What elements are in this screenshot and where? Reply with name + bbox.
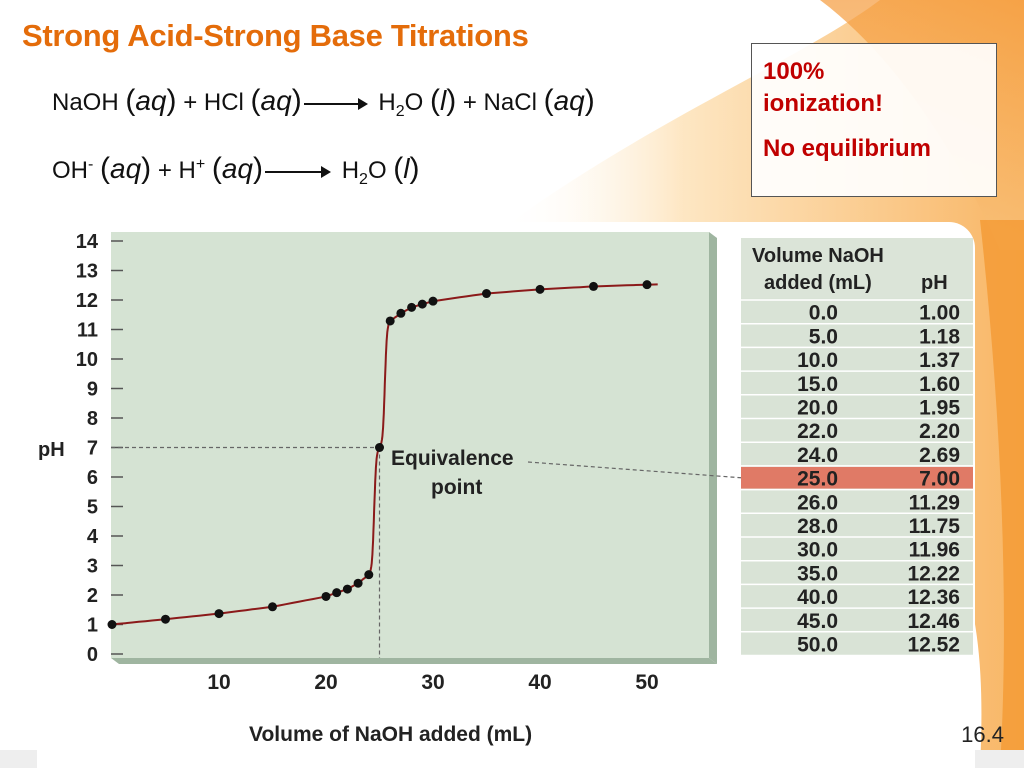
table-cell-volume: 15.0 bbox=[797, 373, 838, 396]
data-point bbox=[428, 296, 438, 306]
table-cell-ph: 12.22 bbox=[907, 562, 960, 585]
y-tick-label: 4 bbox=[87, 526, 99, 548]
data-point bbox=[535, 284, 545, 294]
data-point bbox=[642, 280, 652, 290]
note-ionization: ionization! bbox=[763, 90, 883, 117]
data-point bbox=[482, 289, 491, 299]
y-tick-label: 13 bbox=[76, 261, 98, 283]
y-tick-label: 0 bbox=[87, 644, 98, 666]
y-tick-label: 5 bbox=[87, 497, 98, 519]
table-cell-volume: 30.0 bbox=[797, 539, 838, 562]
reaction-arrow bbox=[303, 97, 368, 110]
table-cell-ph: 11.29 bbox=[909, 491, 960, 514]
table-cell-ph: 7.00 bbox=[919, 468, 960, 491]
reaction-arrow bbox=[265, 165, 332, 178]
table-cell-ph: 1.60 bbox=[919, 373, 960, 396]
y-tick-label: 2 bbox=[87, 585, 98, 607]
table-cell-volume: 35.0 bbox=[797, 562, 838, 585]
table-cell-ph: 1.95 bbox=[919, 397, 960, 420]
table-cell-volume: 26.0 bbox=[797, 491, 838, 514]
table-cell-volume: 10.0 bbox=[797, 349, 838, 372]
table-cell-ph: 2.20 bbox=[919, 420, 960, 443]
table-background bbox=[741, 238, 973, 656]
y-tick-label: 8 bbox=[87, 408, 98, 430]
table-header-bg bbox=[741, 238, 973, 298]
table-cell-volume: 28.0 bbox=[797, 515, 838, 538]
data-point bbox=[589, 281, 598, 291]
equivalence-label: point bbox=[431, 476, 482, 499]
data-point bbox=[321, 591, 331, 601]
x-tick-label: 10 bbox=[207, 671, 230, 694]
y-tick-label: 11 bbox=[77, 320, 98, 342]
y-tick-label: 6 bbox=[87, 467, 98, 489]
data-point bbox=[353, 578, 363, 588]
y-tick-label: 3 bbox=[87, 556, 98, 578]
data-point bbox=[417, 299, 427, 309]
data-point bbox=[375, 443, 384, 452]
table-cell-ph: 11.96 bbox=[909, 539, 960, 562]
table-header: pH bbox=[921, 272, 948, 294]
note-no-equilibrium: No equilibrium bbox=[763, 135, 931, 162]
page-number: 16.4 bbox=[961, 722, 1004, 747]
y-tick-label: 14 bbox=[76, 231, 99, 253]
y-axis-label: pH bbox=[38, 439, 65, 461]
y-tick-label: 10 bbox=[76, 349, 98, 371]
y-tick-label: 9 bbox=[87, 379, 98, 401]
table-cell-ph: 12.46 bbox=[907, 610, 960, 633]
x-axis-label: Volume of NaOH added (mL) bbox=[249, 723, 532, 746]
table-header: added (mL) bbox=[764, 272, 872, 294]
ionization-note-box: 100% ionization! No equilibrium bbox=[751, 43, 997, 197]
table-cell-ph: 1.18 bbox=[919, 325, 960, 348]
table-cell-volume: 22.0 bbox=[797, 420, 838, 443]
table-header: Volume NaOH bbox=[752, 245, 884, 267]
table-cell-volume: 24.0 bbox=[797, 444, 838, 467]
table-cell-volume: 45.0 bbox=[797, 610, 838, 633]
data-point bbox=[214, 609, 224, 619]
table-cell-ph: 2.69 bbox=[919, 444, 960, 467]
data-point bbox=[364, 570, 374, 580]
table-cell-volume: 50.0 bbox=[797, 634, 838, 657]
data-point bbox=[161, 614, 170, 624]
x-tick-label: 30 bbox=[421, 671, 444, 694]
table-cell-ph: 12.36 bbox=[907, 586, 960, 609]
data-point bbox=[107, 620, 117, 629]
data-point bbox=[342, 584, 352, 594]
table-highlight-row bbox=[741, 466, 973, 489]
y-tick-label: 7 bbox=[87, 438, 98, 460]
x-tick-label: 40 bbox=[528, 671, 551, 694]
equation-full: NaOH (aq) + HCl (aq) H2O (l) + NaCl (aq) bbox=[52, 84, 595, 120]
table-cell-volume: 20.0 bbox=[797, 397, 838, 420]
y-tick-label: 1 bbox=[87, 615, 98, 637]
table-cell-ph: 1.00 bbox=[919, 302, 960, 325]
table-cell-volume: 40.0 bbox=[797, 586, 838, 609]
y-tick-label: 12 bbox=[76, 290, 98, 312]
equivalence-table-connector bbox=[527, 461, 742, 479]
x-tick-label: 50 bbox=[635, 671, 658, 694]
table-cell-volume: 5.0 bbox=[809, 325, 838, 348]
data-point bbox=[268, 602, 277, 612]
table-cell-volume: 0.0 bbox=[809, 302, 838, 325]
data-point bbox=[396, 308, 406, 318]
data-point bbox=[385, 316, 395, 326]
table-cell-ph: 12.52 bbox=[907, 634, 960, 657]
table-cell-ph: 11.75 bbox=[909, 515, 961, 538]
x-tick-label: 20 bbox=[314, 671, 337, 694]
plot-area bbox=[111, 232, 709, 658]
table-cell-ph: 1.37 bbox=[919, 349, 960, 372]
note-percent: 100% bbox=[763, 58, 825, 85]
plot-bottom-shadow bbox=[111, 658, 717, 664]
plot-side-shadow bbox=[709, 232, 717, 664]
equivalence-label: Equivalence bbox=[391, 447, 514, 470]
equation-net-ionic: OH- (aq) + H+ (aq) H2O (l) bbox=[52, 152, 420, 188]
data-point bbox=[332, 588, 342, 598]
table-cell-volume: 25.0 bbox=[797, 468, 838, 491]
data-point bbox=[407, 302, 417, 312]
slide-title: Strong Acid-Strong Base Titrations bbox=[22, 18, 529, 53]
